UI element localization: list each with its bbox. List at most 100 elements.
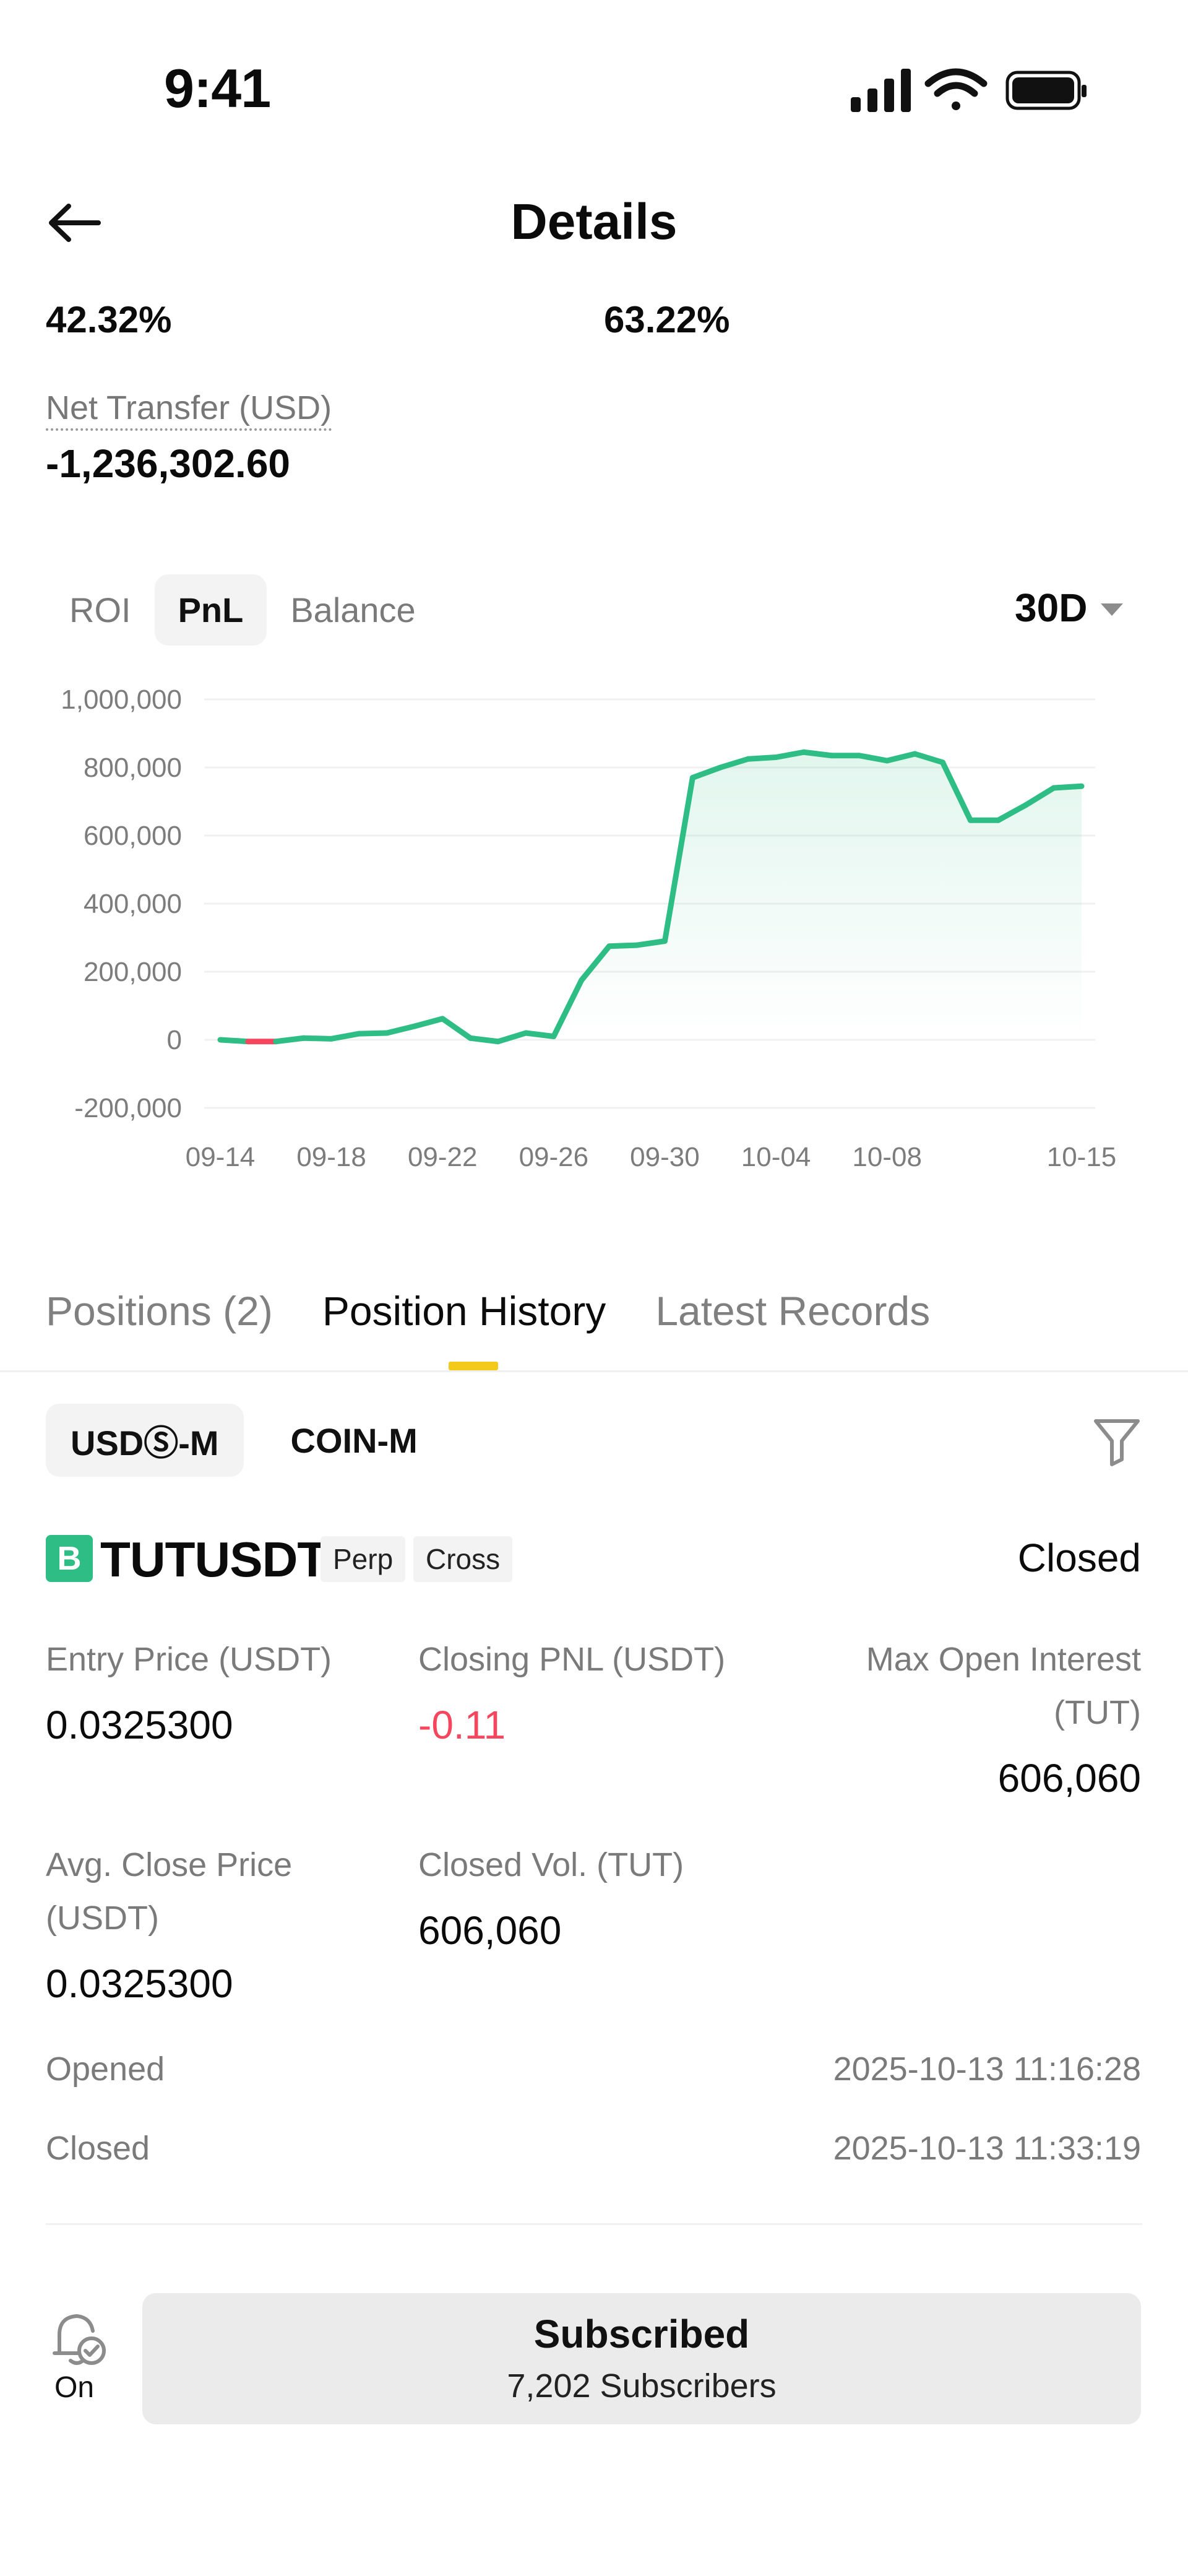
chart-tabs: ROI PnL Balance	[46, 574, 439, 646]
closed-time: 2025-10-13 11:33:19	[833, 2130, 1141, 2167]
closed-vol-label: Closed Vol. (TUT)	[418, 1846, 684, 1883]
position-status: Closed	[1017, 1536, 1141, 1580]
status-icons	[851, 68, 1087, 112]
chart-tab-roi[interactable]: ROI	[69, 590, 131, 629]
line-segment	[801, 749, 835, 759]
line-segment	[606, 942, 640, 949]
max-oi-value: 606,060	[997, 1756, 1141, 1800]
range-select[interactable]: 30D	[1015, 585, 1124, 631]
y-tick-label: 400,000	[84, 889, 182, 919]
divider	[46, 2223, 1142, 2225]
stat-left-value: 42.32%	[46, 299, 172, 340]
filter-icon[interactable]	[1086, 1410, 1148, 1472]
subscriber-count: 7,202 Subscribers	[507, 2367, 777, 2405]
tab-latest-records[interactable]: Latest Records	[655, 1288, 931, 1334]
line-segment	[1051, 783, 1085, 791]
closed-label: Closed	[46, 2130, 150, 2167]
line-segment	[495, 1030, 529, 1045]
margin-type-segment: USDⓈ-M COIN-M	[46, 1404, 442, 1477]
back-button[interactable]	[37, 186, 111, 260]
line-segment	[773, 749, 807, 760]
x-tick-label: 10-15	[1047, 1142, 1117, 1172]
line-segment	[329, 1031, 363, 1042]
closing-pnl-value: -0.11	[418, 1703, 506, 1747]
avg-close-value: 0.0325300	[46, 1961, 233, 2006]
line-segment	[995, 802, 1029, 823]
segment-usds-m[interactable]: USDⓈ-M	[46, 1404, 244, 1477]
side-badge: B	[46, 1535, 93, 1582]
entry-price-label: Entry Price (USDT)	[46, 1641, 332, 1678]
segment-coin-m[interactable]: COIN-M	[290, 1420, 418, 1460]
max-oi-label-line2: (TUT)	[1054, 1694, 1141, 1731]
x-tick-label: 10-08	[852, 1142, 922, 1172]
closing-pnl-label: Closing PNL (USDT)	[418, 1641, 726, 1678]
tab-position-history[interactable]: Position History	[322, 1288, 606, 1334]
x-tick-label: 09-22	[408, 1142, 478, 1172]
max-oi-label: Max Open Interest (TUT)	[866, 1633, 1141, 1739]
line-segment	[551, 977, 585, 1039]
x-tick-label: 09-26	[519, 1142, 589, 1172]
line-segment	[301, 1035, 335, 1042]
line-segment	[689, 764, 723, 780]
subscribe-button[interactable]: Subscribed 7,202 Subscribers	[142, 2293, 1141, 2424]
x-tick-label: 09-18	[296, 1142, 366, 1172]
line-segment	[523, 1030, 557, 1039]
line-segment	[661, 775, 695, 944]
line-segment	[939, 759, 973, 823]
range-select-value: 30D	[1015, 586, 1088, 630]
bell-check-icon[interactable]	[46, 2307, 108, 2369]
status-time: 9:41	[164, 58, 271, 119]
section-tabs: Positions (2) Position History Latest Re…	[46, 1287, 930, 1346]
max-oi-label-line1: Max Open Interest	[866, 1641, 1141, 1678]
chart-area	[220, 752, 1082, 1040]
subscribe-title: Subscribed	[533, 2312, 750, 2356]
chart-y-axis: 1,000,000 800,000 600,000 400,000 200,000 0 -2…	[61, 685, 182, 1123]
x-tick-label: 09-14	[186, 1142, 256, 1172]
line-segment	[439, 1016, 473, 1041]
line-segment	[884, 751, 918, 764]
avg-close-label-line2: (USDT)	[46, 1900, 159, 1937]
stat-right-value: 63.22%	[604, 299, 730, 340]
cellular-signal-icon	[851, 69, 911, 112]
x-tick-label: 10-04	[741, 1142, 811, 1172]
tab-positions[interactable]: Positions (2)	[46, 1288, 273, 1334]
line-segment	[856, 753, 890, 764]
line-segment	[384, 1023, 418, 1036]
line-segment	[273, 1035, 307, 1045]
line-segment	[356, 1030, 390, 1037]
net-transfer-label[interactable]: Net Transfer (USD)	[46, 389, 332, 431]
pnl-chart: 1,000,000 800,000 600,000 400,000 200,000 0 -2…	[61, 685, 1117, 1172]
tag-cross: Cross	[413, 1536, 513, 1582]
opened-label: Opened	[46, 2051, 165, 2088]
entry-price-value: 0.0325300	[46, 1703, 233, 1747]
x-tick-label: 09-30	[630, 1142, 700, 1172]
line-segment	[1023, 785, 1057, 808]
line-segment	[579, 943, 613, 983]
line-segment	[912, 751, 945, 766]
chart-tab-pnl[interactable]: PnL	[154, 574, 267, 646]
chart-x-axis: 09-14 09-18 09-22 09-26 09-30 10-04 10-08 10-15	[186, 1142, 1117, 1172]
y-tick-label: 600,000	[84, 821, 182, 851]
tag-perp: Perp	[321, 1536, 406, 1582]
line-segment	[411, 1016, 446, 1029]
net-transfer-value: -1,236,302.60	[46, 441, 290, 486]
chart-series-pnl	[217, 749, 1085, 1045]
page-title: Details	[510, 194, 678, 250]
line-segment	[745, 754, 779, 762]
y-tick-label: 0	[167, 1025, 182, 1055]
closed-vol-value: 606,060	[418, 1908, 562, 1953]
y-tick-label: -200,000	[74, 1093, 182, 1123]
y-tick-label: 200,000	[84, 957, 182, 987]
chart-tab-balance[interactable]: Balance	[290, 590, 416, 629]
y-tick-label: 1,000,000	[61, 685, 182, 715]
avg-close-label: Avg. Close Price (USDT)	[46, 1838, 292, 1945]
symbol-name[interactable]: TUTUSDT	[100, 1532, 327, 1587]
line-segment	[717, 756, 751, 771]
avg-close-label-line1: Avg. Close Price	[46, 1846, 293, 1883]
bell-status-label: On	[54, 2371, 95, 2404]
line-segment	[467, 1035, 501, 1045]
battery-icon	[1005, 71, 1087, 110]
arrow-left-icon	[49, 204, 101, 242]
opened-time: 2025-10-13 11:16:28	[833, 2051, 1141, 2088]
active-tab-indicator	[449, 1362, 498, 1370]
